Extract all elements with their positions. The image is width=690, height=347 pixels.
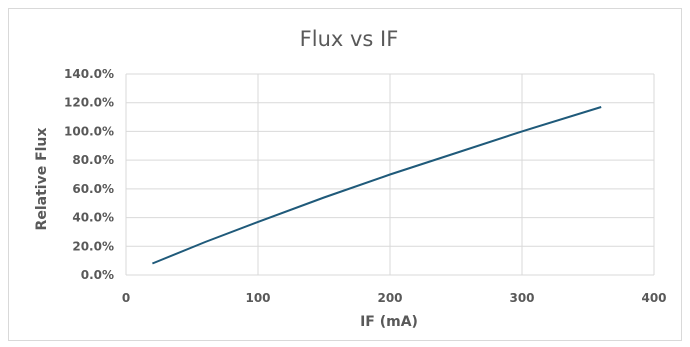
x-tick-label: 100 (245, 291, 270, 305)
x-axis-label: IF (mA) (360, 314, 418, 330)
chart-frame: Flux vs IF 0.0% 20.0% 40.0% 60.0% 80.0% 100.0… (8, 8, 682, 341)
x-tick-label: 200 (377, 291, 402, 305)
y-tick-label: 0.0% (81, 268, 114, 282)
line-chart: Flux vs IF 0.0% 20.0% 40.0% 60.0% 80.0% 100.0… (34, 27, 667, 330)
x-tick-label: 300 (509, 291, 534, 305)
x-axis-ticks: 0 100 200 300 400 (122, 291, 667, 305)
y-tick-label: 140.0% (64, 67, 114, 81)
x-tick-label: 0 (122, 291, 130, 305)
gridlines (125, 73, 655, 276)
chart-title: Flux vs IF (300, 27, 399, 51)
y-axis-label: Relative Flux (34, 128, 50, 231)
series-layer (152, 106, 602, 265)
y-tick-label: 60.0% (72, 182, 114, 196)
series-line (152, 106, 602, 265)
y-tick-label: 120.0% (64, 96, 114, 110)
y-tick-label: 100.0% (64, 124, 114, 138)
y-tick-label: 20.0% (72, 239, 114, 253)
y-tick-label: 80.0% (72, 153, 114, 167)
y-axis-ticks: 0.0% 20.0% 40.0% 60.0% 80.0% 100.0% 120.0% 140.… (64, 67, 114, 282)
x-tick-label: 400 (641, 291, 666, 305)
y-tick-label: 40.0% (72, 211, 114, 225)
